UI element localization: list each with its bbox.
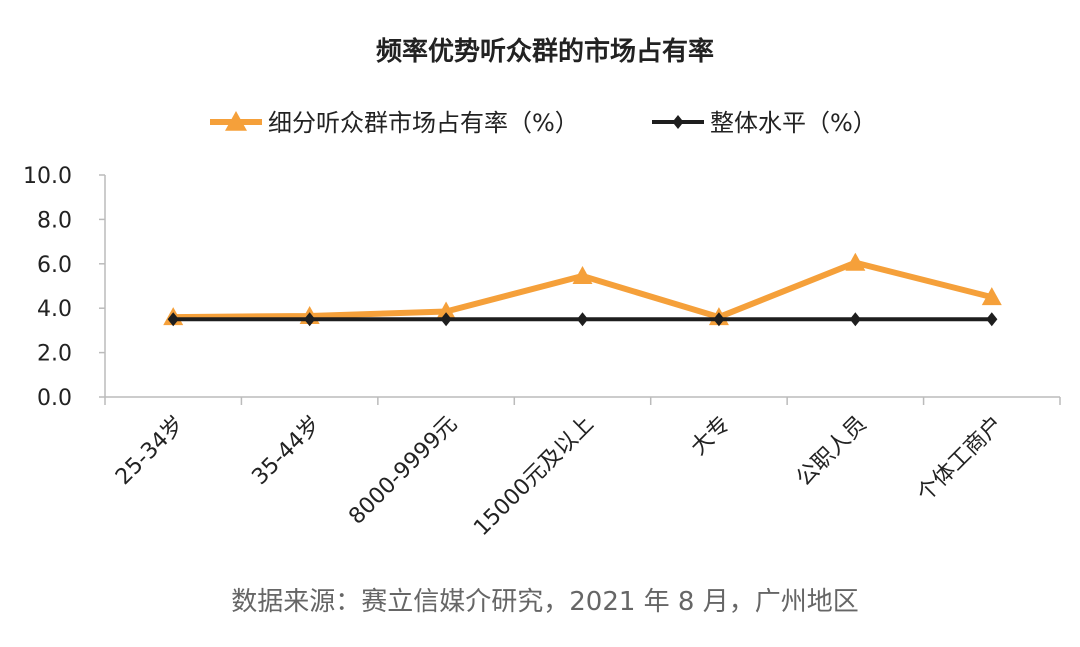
x-tick-label: 个体工商户 (913, 412, 1008, 507)
diamond-marker (304, 312, 316, 327)
axes: 0.0 2.0 4.0 6.0 8.0 10.0 25-34岁 35-44岁 8000-9999… (23, 164, 1061, 541)
x-tick-label: 大专 (686, 412, 735, 461)
source-note: 数据来源：赛立信媒介研究，2021 年 8 月，广州地区 (231, 587, 859, 617)
x-tick-label: 35-44岁 (247, 412, 325, 490)
y-tick-label: 6.0 (37, 253, 72, 278)
triangle-marker (981, 287, 1002, 306)
y-tick-label: 2.0 (37, 342, 72, 367)
y-tick-label: 8.0 (37, 208, 72, 233)
diamond-marker (713, 312, 725, 327)
x-tick-label: 15000元及以上 (469, 412, 598, 541)
x-tick-label: 25-34岁 (111, 412, 189, 490)
diamond-marker (440, 312, 452, 327)
y-tick-label: 0.0 (37, 386, 72, 411)
diamond-marker (849, 312, 861, 327)
y-tick-label: 4.0 (37, 297, 72, 322)
legend-label: 整体水平（%） (710, 109, 877, 137)
series-overall-level (167, 312, 998, 327)
triangle-marker (845, 252, 866, 271)
x-tick-label: 公职人员 (792, 412, 872, 492)
chart-title: 频率优势听众群的市场占有率 (376, 36, 714, 67)
diamond-marker (167, 312, 179, 327)
legend-label: 细分听众群市场占有率（%） (268, 109, 579, 137)
diamond-marker (576, 312, 589, 327)
triangle-marker (572, 266, 593, 285)
legend: 细分听众群市场占有率（%） 整体水平（%） (210, 109, 877, 137)
series-group (163, 252, 1002, 327)
y-tick-label: 10.0 (23, 164, 72, 189)
legend-item: 细分听众群市场占有率（%） (210, 109, 579, 137)
triangle-marker (225, 111, 247, 131)
x-tick-label: 8000-9999元 (344, 412, 462, 530)
legend-item: 整体水平（%） (652, 109, 877, 137)
triangle-marker (436, 301, 457, 320)
diamond-marker (672, 115, 684, 129)
diamond-marker (986, 312, 998, 327)
